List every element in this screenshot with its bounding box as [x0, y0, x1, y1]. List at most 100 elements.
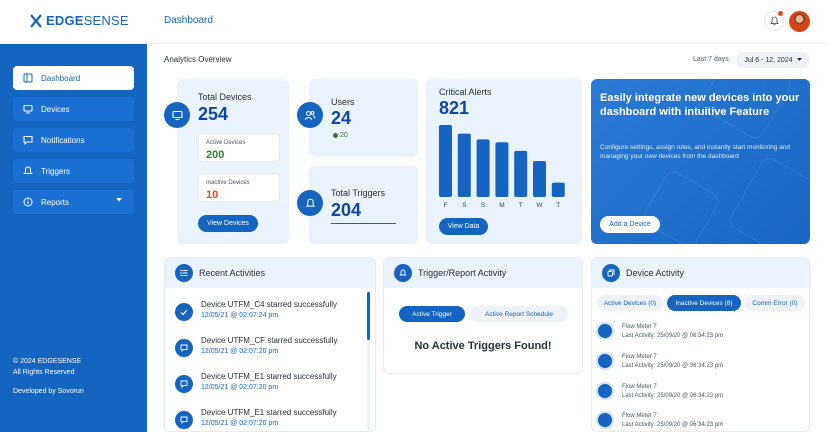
activity-text: Device UTFM_E1 starred successfully — [201, 408, 337, 417]
promo-decoration — [726, 154, 810, 244]
device-activity-panel: Device Activity Active Devices (0) Inact… — [591, 257, 810, 432]
device-thumbnail-icon — [596, 352, 614, 370]
copyright-text: © 2024 EDGESENSE — [13, 358, 82, 365]
chart-tick-label-1: S — [462, 202, 467, 209]
promo-card: Easily integrate new devices into your d… — [591, 79, 810, 244]
device-last-activity: Last Activity: 25/09/20 @ 06:34:23 pm — [622, 333, 724, 339]
active-devices-label: Active Devices — [206, 140, 246, 146]
promo-body: Configure settings, assign roles, and in… — [600, 144, 791, 160]
tab-active-report-schedule[interactable]: Active Report Schedule — [470, 306, 568, 322]
sidebar-item-label: Devices — [41, 104, 70, 114]
view-devices-button[interactable]: View Devices — [198, 215, 258, 232]
rights-text: All Rights Reserved — [13, 369, 75, 376]
sidebar-item-label: Reports — [41, 197, 70, 207]
page-title: Dashboard — [164, 15, 213, 26]
activity-item[interactable]: Device UTFM_CF starred successfully 12/0… — [175, 336, 355, 366]
brand-logo[interactable]: EDGESENSE — [30, 13, 129, 28]
device-last-activity: Last Activity: 25/09/20 @ 06:34:23 pm — [622, 363, 724, 369]
users-card — [309, 79, 418, 157]
notification-dot — [778, 11, 783, 16]
sidebar-item-notifications[interactable]: Notifications — [13, 128, 134, 152]
total-devices-badge — [164, 102, 190, 128]
logo-text-bold: EDGE — [46, 13, 84, 28]
users-label: Users — [331, 97, 355, 107]
activities-scrollbar-track[interactable] — [367, 292, 370, 430]
total-triggers-label: Total Triggers — [331, 188, 386, 198]
device-name: Flow Meter 7 — [622, 324, 657, 330]
triggers-badge — [297, 190, 323, 216]
device-name: Flow Meter 7 — [622, 354, 657, 360]
bell-icon — [399, 269, 407, 276]
device-thumbnail-icon — [596, 382, 614, 400]
critical-alerts-value: 821 — [439, 98, 470, 118]
sidebar-item-dashboard[interactable]: Dashboard — [13, 66, 134, 90]
empty-triggers-message: No Active Triggers Found! — [414, 340, 552, 352]
tab-active-devices[interactable]: Active Devices (0) — [597, 295, 663, 311]
device-name: Flow Meter 7 — [622, 413, 657, 419]
bell-icon — [23, 166, 33, 174]
chart-bar-3[interactable] — [495, 142, 509, 197]
developer-text: Developed by Sovorun — [13, 388, 84, 395]
device-last-activity: Last Activity: 25/09/20 @ 06:34:23 pm — [622, 393, 724, 399]
chart-bar-5[interactable] — [533, 161, 546, 197]
device-name: Flow Meter 7 — [622, 384, 657, 390]
date-range-label: Last 7 days — [693, 56, 729, 63]
sidebar-item-label: Notifications — [41, 135, 85, 145]
check-icon — [180, 309, 188, 315]
chart-tick-label-0: F — [444, 202, 448, 209]
device-item[interactable]: Flow Meter 7 Last Activity: 25/09/20 @ 0… — [596, 322, 806, 348]
add-device-button[interactable]: Add a Device — [600, 216, 660, 233]
activity-item[interactable]: Device UTFM_E1 starred successfully 12/0… — [175, 372, 355, 402]
device-item[interactable]: Flow Meter 7 Last Activity: 25/09/20 @ 0… — [596, 352, 806, 378]
chevron-down-icon — [796, 58, 802, 61]
activity-time: 12/05/21 @ 02:07:20 pm — [201, 384, 279, 391]
activities-scrollbar-thumb[interactable] — [367, 292, 370, 340]
view-data-button[interactable]: View Data — [439, 218, 488, 235]
sidebar-item-reports[interactable]: Reports — [13, 190, 134, 214]
activity-badge — [175, 303, 193, 321]
tab-active-trigger[interactable]: Active Trigger — [399, 306, 465, 322]
activity-item[interactable]: Device UTFM_E1 starred successfully 12/0… — [175, 408, 355, 431]
total-devices-value: 254 — [198, 104, 229, 124]
user-avatar[interactable] — [789, 11, 810, 32]
analytics-overview-title: Analytics Overview — [164, 55, 232, 64]
sidebar-item-devices[interactable]: Devices — [13, 97, 134, 121]
chart-bar-0[interactable] — [439, 125, 452, 197]
list-icon — [180, 269, 188, 277]
recent-activities-panel: Recent Activities Device UTFM_C4 starred… — [164, 257, 376, 432]
copy-icon — [607, 269, 615, 277]
date-range-select[interactable]: Jul 6 - 12, 2024 — [736, 52, 810, 68]
sidebar-item-label: Dashboard — [41, 73, 81, 83]
inactive-devices-box: Inactive Devices 10 — [198, 173, 280, 202]
chart-bar-6[interactable] — [551, 182, 565, 197]
chart-bar-2[interactable] — [476, 139, 490, 197]
chart-tick-label-6: T — [556, 202, 560, 209]
tab-comm-error[interactable]: Comm Error (0) — [745, 295, 805, 311]
notifications-button[interactable] — [764, 11, 784, 31]
activity-item[interactable]: Device UTFM_C4 starred successfully 12/0… — [175, 300, 355, 330]
chart-tick-label-2: S — [481, 202, 486, 209]
inactive-devices-label: Inactive Devices — [206, 180, 250, 186]
bell-icon — [769, 16, 779, 26]
device-thumbnail-icon — [596, 411, 614, 429]
top-bar: EDGESENSE Dashboard — [0, 0, 828, 44]
activity-badge — [175, 375, 193, 393]
message-icon — [180, 416, 188, 424]
sidebar-item-triggers[interactable]: Triggers — [13, 159, 134, 183]
chart-bar-4[interactable] — [514, 150, 528, 197]
tab-inactive-devices[interactable]: Inactive Devices (8) — [667, 295, 741, 311]
sidebar-item-label: Triggers — [41, 166, 71, 176]
trigger-report-panel: Trigger/Report Activity Active Trigger A… — [383, 257, 583, 374]
sidebar: Dashboard Devices Notifications Triggers… — [0, 44, 147, 432]
device-item[interactable]: Flow Meter 7 Last Activity: 25/09/20 @ 0… — [596, 411, 806, 431]
trigger-report-badge — [394, 264, 412, 282]
message-icon — [180, 344, 188, 352]
trigger-report-title: Trigger/Report Activity — [418, 268, 507, 278]
users-value: 24 — [331, 108, 352, 128]
active-devices-box: Active Devices 200 — [198, 133, 280, 162]
layout-icon — [23, 73, 33, 83]
device-item[interactable]: Flow Meter 7 Last Activity: 25/09/20 @ 0… — [596, 382, 806, 408]
chart-bar-1[interactable] — [457, 133, 471, 197]
activity-text: Device UTFM_CF starred successfully — [201, 336, 338, 345]
